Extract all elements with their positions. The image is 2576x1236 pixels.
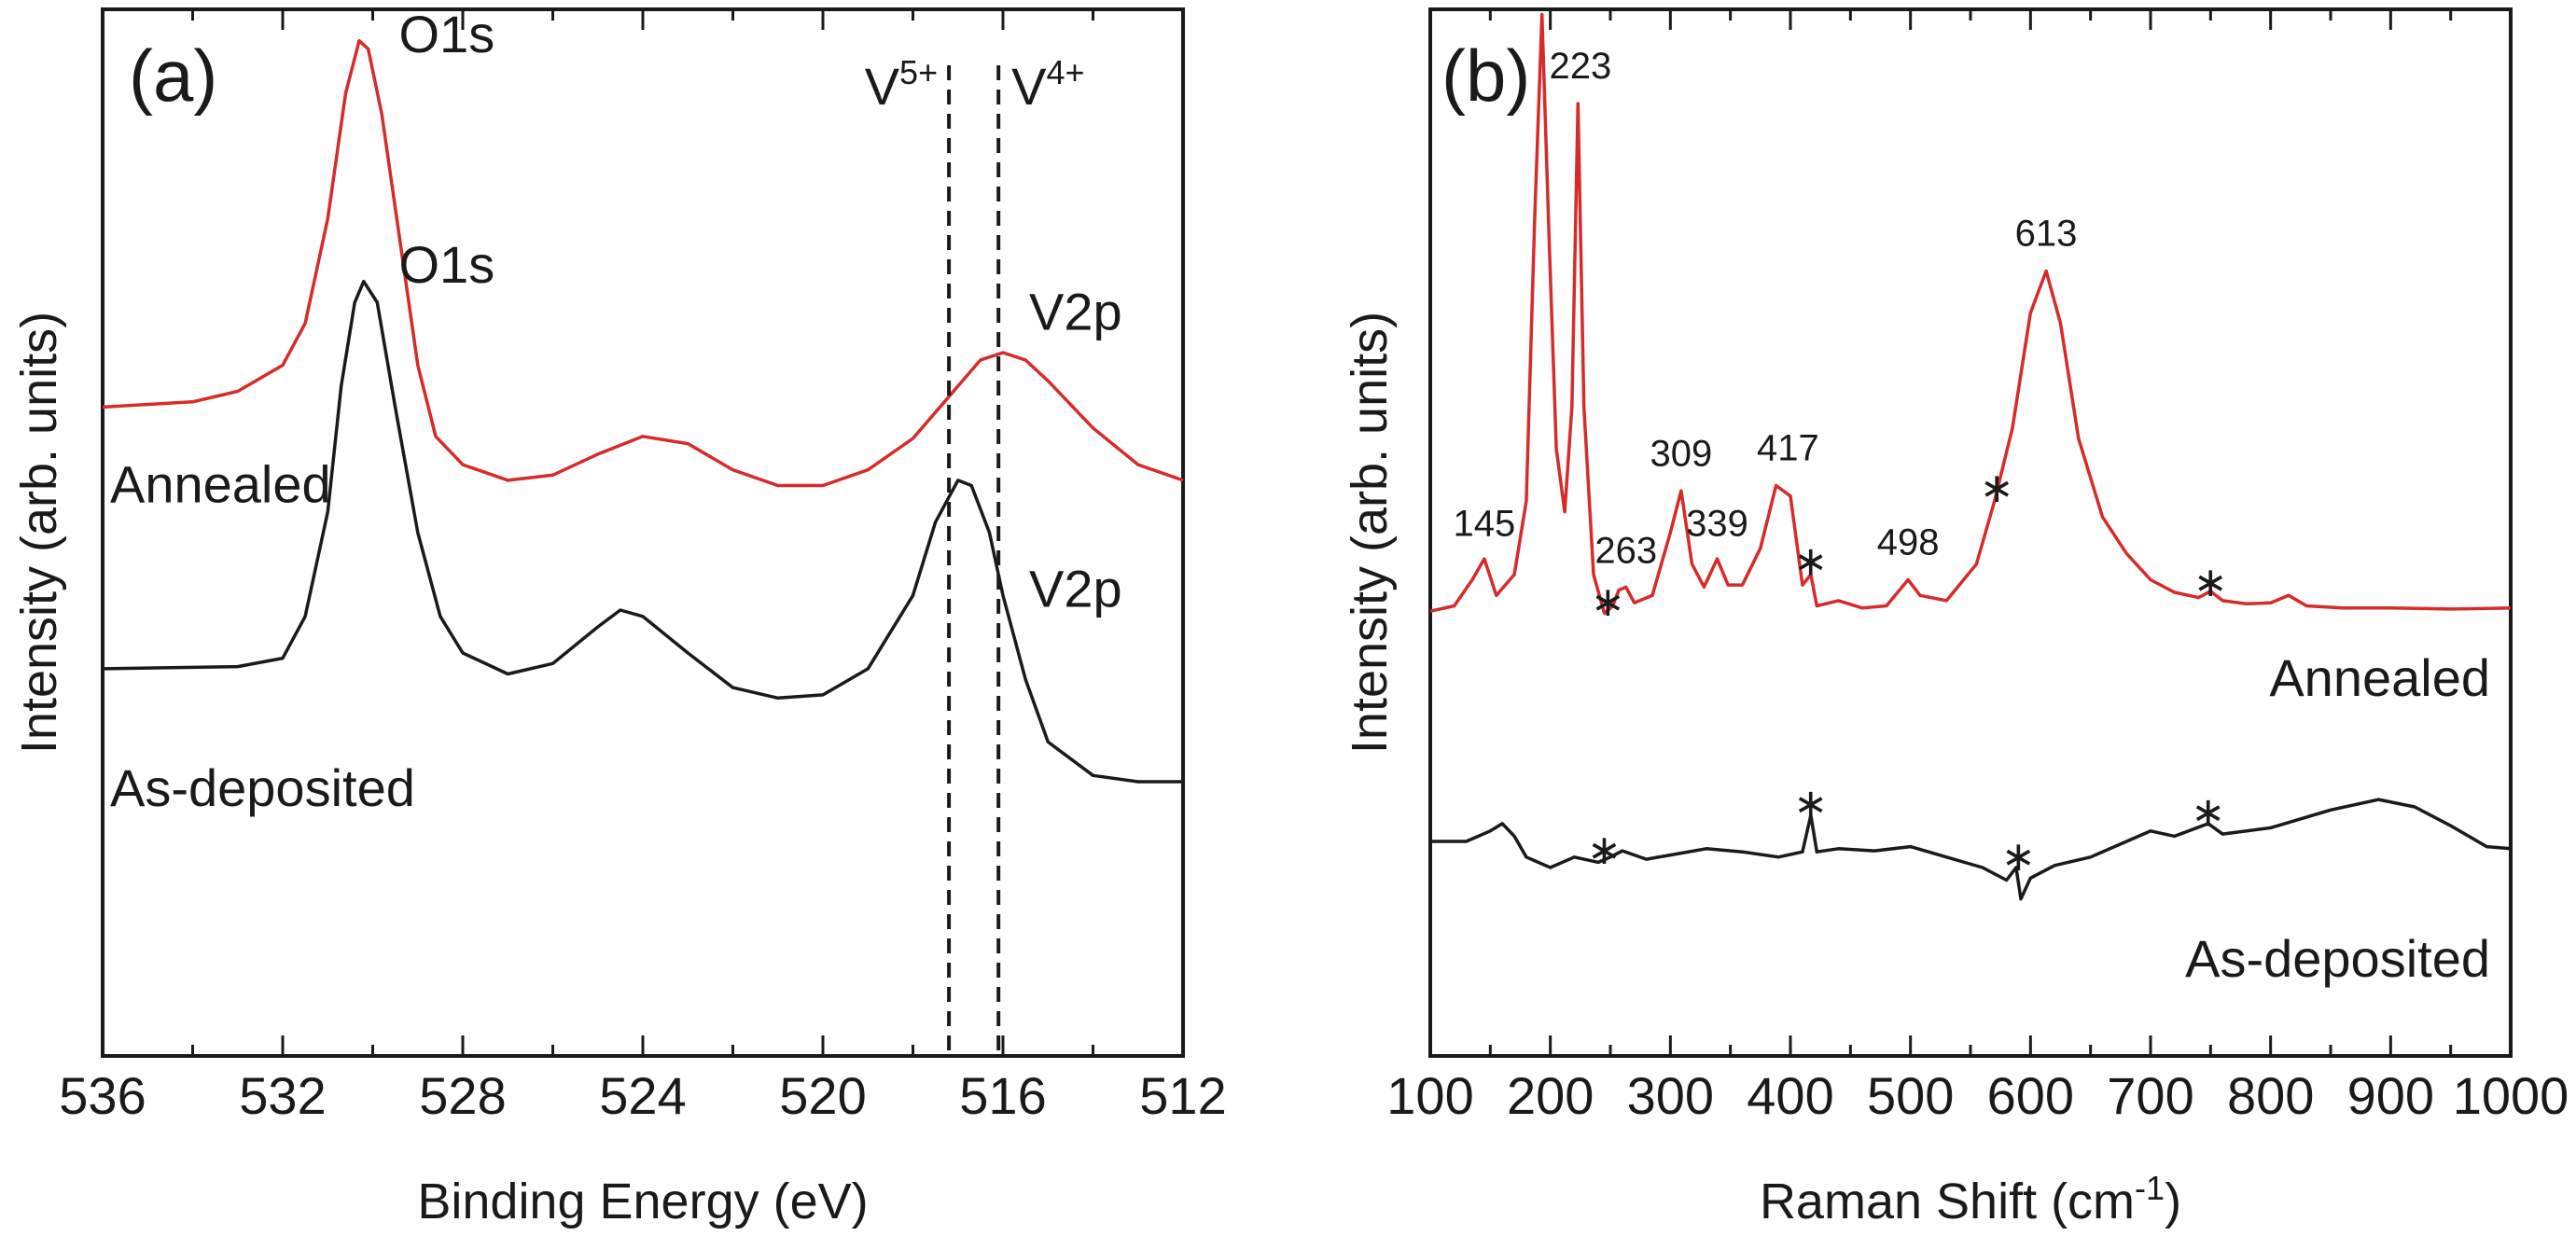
panel-a-x-tick-label: 520 [779,1066,866,1125]
panel-b-x-axis-label-sup: -1 [2135,1169,2165,1207]
reference-label-base: V [865,57,900,116]
panel-b-y-axis-label: Intensity (arb. units) [1342,312,1398,754]
reference-label-sup: 5+ [899,53,938,91]
panel-b-series-label: As-deposited [2185,929,2490,988]
panel-a-y-axis-label: Intensity (arb. units) [11,312,67,754]
panel-b-series-labels: Annealed As-deposited [2185,648,2490,988]
panel-a-xps-chart: 536 532 528 524 520 516 512 V5+ V4+ O1sO1sV2pV2… [11,5,1227,1229]
panel-b-x-tick-label: 500 [1867,1066,1954,1125]
panel-a-x-tick-label: 528 [419,1066,506,1125]
panel-b-asterisk: ∗ [1793,538,1828,584]
panel-b-x-tick-label: 700 [2107,1066,2193,1125]
panel-b-peak-label: 145 [1454,503,1516,544]
panel-a-x-tick-label: 524 [599,1066,686,1125]
reference-label-base: V [1011,57,1047,116]
panel-a-annotation: O1s [399,5,495,63]
panel-a-reference-label: V4+ [1011,53,1084,116]
panel-b-x-tick-label: 400 [1747,1066,1833,1125]
panel-a-x-axis-label: Binding Energy (eV) [417,1174,868,1229]
panel-b-x-axis-label-main: Raman Shift (cm [1760,1174,2135,1229]
panel-b-x-axis-label-end: ) [2165,1174,2181,1229]
panel-a-annotation: Annealed [110,455,331,514]
reference-label-sup: 4+ [1047,53,1085,91]
panel-b-x-axis-label: Raman Shift (cm-1) [1760,1169,2181,1229]
panel-b-peak-label: 339 [1686,503,1748,544]
panel-b-x-tick-label: 300 [1627,1066,1714,1125]
panel-b-peak-label: 309 [1650,433,1713,474]
panel-b-peak-labels: 145193223263309339417498613 [1454,46,2078,572]
panel-b-asterisk: ∗ [1793,782,1828,827]
panel-a-annotation: As-deposited [110,758,415,817]
panel-a-as-deposited-line [102,279,1183,784]
panel-b-asterisk: ∗ [1587,827,1622,873]
panel-b-asterisk: ∗ [2191,790,2225,836]
panel-b-asterisk-markers: ∗ ∗ ∗ ∗ ∗ ∗ ∗ ∗ [1587,465,2228,880]
panel-a-x-tick-label: 516 [959,1066,1046,1125]
panel-b-x-tick-label: 800 [2227,1066,2314,1125]
panel-b-peak-label: 417 [1757,428,1819,469]
panel-a-series [102,38,1184,784]
panel-b-peak-label: 613 [2015,214,2078,255]
panel-b-as-deposited-line [1430,798,2512,901]
panel-a-annealed-line [102,38,1184,488]
panel-b-asterisk: ∗ [2001,834,2036,880]
panel-b-x-tick-label: 1000 [2453,1066,2569,1125]
panel-b-x-tick-label: 900 [2347,1066,2434,1125]
panel-a-annotation: V2p [1029,282,1122,340]
panel-b-peak-label: 498 [1877,522,1940,563]
panel-a-x-tick-label: 536 [59,1066,146,1125]
panel-a-reference-label: V5+ [865,53,938,116]
panel-b-asterisk: ∗ [1591,579,1625,625]
panel-a-plot-frame [101,7,1185,1058]
panel-b-x-tick-label: 100 [1386,1066,1473,1125]
panel-b-x-ticks: 100 200 300 400 500 600 700 800 900 1000 [1386,9,2569,1125]
panel-b-annealed-line [1429,12,2512,616]
panel-b-asterisk: ∗ [1980,465,2014,511]
panel-a-label: (a) [129,35,217,117]
panel-b-label: (b) [1441,35,1530,117]
panel-a-x-tick-label: 532 [239,1066,326,1125]
panel-b-peak-label: 263 [1594,531,1657,572]
panel-b-peak-label: 223 [1549,46,1611,87]
panel-b-series-label: Annealed [2269,648,2490,707]
panel-a-annotations: O1s O1s V2p V2p Annealed As-deposited [110,5,1122,817]
panel-a-x-ticks: 536 532 528 524 520 516 512 [59,9,1227,1125]
panel-b-x-tick-label: 600 [1987,1066,2074,1125]
panel-a-annotation: O1s [399,235,495,294]
panel-a-reference-lines: V5+ V4+ [865,53,1085,1056]
panel-a-x-tick-label: 512 [1139,1066,1226,1125]
panel-b-asterisk: ∗ [2193,560,2228,605]
panel-b-x-tick-label: 200 [1507,1066,1594,1125]
panel-b-series [1429,12,2512,901]
panel-a-annotation: V2p [1029,560,1122,618]
